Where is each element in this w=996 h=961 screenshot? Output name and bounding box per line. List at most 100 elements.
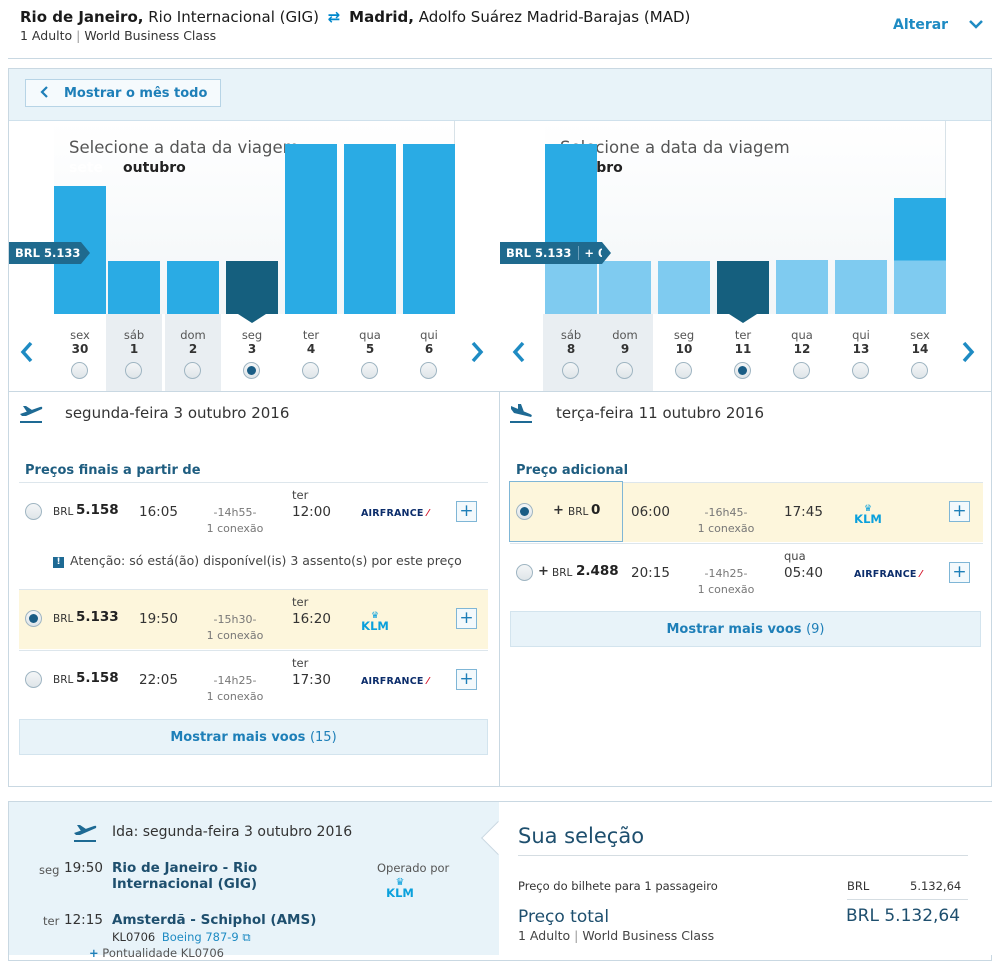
punctuality-row[interactable]: + Pontualidade KL0706 [89, 946, 224, 960]
outbound_calendar-day-5[interactable]: qua 5 [342, 314, 398, 391]
arrival-time: 12:00 [292, 504, 331, 520]
roundtrip-icon: ⇄ [327, 8, 341, 26]
itinerary-dep-day: seg [39, 863, 60, 877]
return_calendar-day-radio[interactable] [734, 362, 751, 379]
outbound_calendar-day-4[interactable]: ter 4 [283, 314, 339, 391]
itinerary-title: Ida: segunda-feira 3 outubro 2016 [112, 824, 353, 840]
inbound-date: terça-feira 11 outubro 2016 [556, 404, 765, 422]
return-prev-arrow[interactable] [512, 340, 526, 370]
return_calendar-bar-tip [729, 314, 757, 323]
outbound_calendar-bar-tip [238, 314, 266, 323]
calendar-bottom-divider [9, 391, 991, 392]
departure-time: 22:05 [139, 672, 178, 688]
outbound-flight-row[interactable] [19, 650, 488, 710]
flight-details-button[interactable]: + [949, 501, 970, 522]
outbound-flight-radio[interactable] [25, 671, 42, 688]
outbound_calendar-day-radio[interactable] [71, 362, 88, 379]
connections: 1 conexão [206, 690, 264, 703]
outbound_calendar-bar-2[interactable] [167, 261, 219, 314]
outbound_calendar-day-radio[interactable] [243, 362, 260, 379]
return_calendar-day-13[interactable]: qui 13 [833, 314, 889, 391]
return_calendar-day-radio[interactable] [616, 362, 633, 379]
return_calendar-daynum: 8 [566, 342, 576, 356]
inbound-flight-row[interactable] [510, 543, 983, 603]
origin-airport: Rio Internacional (GIG) [148, 8, 320, 26]
return_calendar-day-10[interactable]: seg 10 [656, 314, 712, 391]
return_calendar-day-radio[interactable] [793, 362, 810, 379]
return_calendar-day-radio[interactable] [911, 362, 928, 379]
inbound-more-flights-button[interactable]: Mostrar mais voos (9) [510, 611, 981, 647]
outbound_calendar-bar-5[interactable] [344, 144, 396, 314]
return_calendar-day-radio[interactable] [675, 362, 692, 379]
inbound-klm-logo: ♛ KLM [854, 504, 882, 526]
arrival-time: 17:45 [784, 504, 823, 520]
flight-details-button[interactable]: + [949, 562, 970, 583]
return_calendar-bar-9[interactable] [599, 261, 651, 314]
flight-details-button[interactable]: + [456, 501, 477, 522]
chevron-down-icon [969, 17, 983, 33]
return_calendar-day-9[interactable]: dom 9 [597, 314, 653, 391]
outbound-flight-radio[interactable] [25, 610, 42, 627]
return-next-arrow[interactable] [961, 340, 975, 370]
outbound_calendar-daynum: 30 [71, 342, 89, 356]
outbound_calendar-bar-6[interactable] [403, 144, 455, 314]
itinerary-arr-place: Amsterdã - Schiphol (AMS) [112, 912, 317, 928]
return_calendar-daynum: 9 [620, 342, 630, 356]
flight-duration: -16h45- [704, 506, 748, 519]
outbound_calendar-day-30[interactable]: sex 30 [52, 314, 108, 391]
outbound-flight-row[interactable] [19, 482, 488, 542]
return_calendar-day-11[interactable]: ter 11 [715, 314, 771, 391]
itinerary-plane-icon [72, 821, 98, 848]
outbound_calendar-day-2[interactable]: dom 2 [165, 314, 221, 391]
outbound_calendar-day-radio[interactable] [420, 362, 437, 379]
outbound_calendar-day-6[interactable]: qui 6 [401, 314, 457, 391]
return_calendar-bar-13[interactable] [835, 260, 887, 314]
flight-details-button[interactable]: + [456, 608, 477, 629]
return_calendar-bar-11[interactable] [717, 261, 769, 323]
outbound-flight-radio[interactable] [25, 503, 42, 520]
route-summary: Rio de Janeiro, Rio Internacional (GIG) … [20, 8, 690, 26]
outbound_calendar-day-radio[interactable] [302, 362, 319, 379]
itinerary-flight-info: KL0706 Boeing 787-9 ⧉ [112, 930, 251, 945]
return_calendar-day-14[interactable]: sex 14 [892, 314, 948, 391]
outbound_calendar-day-3[interactable]: seg 3 [224, 314, 280, 391]
return_calendar-day-radio[interactable] [562, 362, 579, 379]
outbound-more-flights-button[interactable]: Mostrar mais voos (15) [19, 719, 488, 755]
price-plus-sign: + [538, 564, 549, 579]
outbound_calendar-bar-4[interactable] [285, 144, 337, 314]
outbound-prev-arrow[interactable] [20, 340, 34, 370]
return_calendar-bar-14[interactable] [894, 198, 946, 314]
outbound-airfrance-logo: AIRFRANCE ⁄ [361, 676, 429, 687]
arrival-day: ter [292, 656, 309, 670]
dest-airport: Adolfo Suárez Madrid-Barajas (MAD) [418, 8, 691, 26]
show-month-button[interactable]: Mostrar o mês todo [25, 79, 221, 107]
outbound-next-arrow[interactable] [470, 340, 484, 370]
flight-details-button[interactable]: + [456, 669, 477, 690]
alterar-button[interactable]: Alterar [893, 17, 983, 33]
inbound-more-label: Mostrar mais voos [666, 622, 802, 637]
aircraft-link[interactable]: Boeing 787-9 [161, 930, 239, 944]
outbound_calendar-day-radio[interactable] [184, 362, 201, 379]
outbound_calendar-day-1[interactable]: sáb 1 [106, 314, 162, 391]
return-calendar-title: Selecione a data da viagem [560, 138, 790, 157]
inbound-flight-radio[interactable] [516, 503, 533, 520]
outbound_calendar-day-radio[interactable] [361, 362, 378, 379]
return_calendar-bar-8[interactable] [545, 144, 597, 314]
price-currency: BRL [53, 674, 74, 686]
return-price-tag-base: BRL 5.133 [506, 246, 572, 260]
return_calendar-bar-12[interactable] [776, 260, 828, 314]
return_calendar-day-12[interactable]: qua 12 [774, 314, 830, 391]
return_calendar-bar-10[interactable] [658, 261, 710, 314]
outbound_calendar-bar-3[interactable] [226, 261, 278, 323]
return_calendar-day-8[interactable]: sáb 8 [543, 314, 599, 391]
outbound-klm-logo: ♛ KLM [361, 611, 389, 633]
outbound_calendar-bar-1[interactable] [108, 261, 160, 314]
passenger-count: 1 Adulto [20, 28, 73, 43]
return_calendar-day-radio[interactable] [852, 362, 869, 379]
return_calendar-daynum: 12 [793, 342, 811, 356]
total-price-label: Preço total [518, 907, 610, 927]
alterar-label: Alterar [893, 17, 949, 33]
outbound_calendar-day-radio[interactable] [125, 362, 142, 379]
outbound-flight-row[interactable] [19, 589, 488, 649]
inbound-flight-radio[interactable] [516, 564, 533, 581]
